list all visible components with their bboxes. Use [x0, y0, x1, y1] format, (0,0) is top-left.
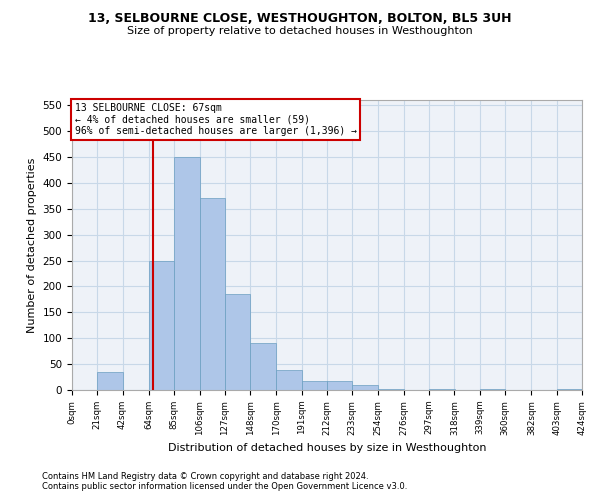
Bar: [480, 389, 505, 390]
Bar: [225, 294, 250, 390]
X-axis label: Distribution of detached houses by size in Westhoughton: Distribution of detached houses by size …: [168, 443, 486, 453]
Text: 13 SELBOURNE CLOSE: 67sqm
← 4% of detached houses are smaller (59)
96% of semi-d: 13 SELBOURNE CLOSE: 67sqm ← 4% of detach…: [74, 103, 356, 136]
Bar: [149, 260, 174, 390]
Bar: [174, 157, 199, 390]
Bar: [250, 344, 277, 390]
Bar: [277, 370, 302, 390]
Text: Contains HM Land Registry data © Crown copyright and database right 2024.: Contains HM Land Registry data © Crown c…: [42, 472, 368, 481]
Bar: [352, 385, 377, 390]
Bar: [97, 372, 122, 390]
Bar: [557, 389, 582, 390]
Text: 13, SELBOURNE CLOSE, WESTHOUGHTON, BOLTON, BL5 3UH: 13, SELBOURNE CLOSE, WESTHOUGHTON, BOLTO…: [88, 12, 512, 26]
Bar: [199, 198, 225, 390]
Bar: [429, 389, 455, 390]
Text: Size of property relative to detached houses in Westhoughton: Size of property relative to detached ho…: [127, 26, 473, 36]
Y-axis label: Number of detached properties: Number of detached properties: [27, 158, 37, 332]
Bar: [377, 389, 404, 390]
Bar: [302, 380, 327, 390]
Bar: [327, 380, 352, 390]
Text: Contains public sector information licensed under the Open Government Licence v3: Contains public sector information licen…: [42, 482, 407, 491]
